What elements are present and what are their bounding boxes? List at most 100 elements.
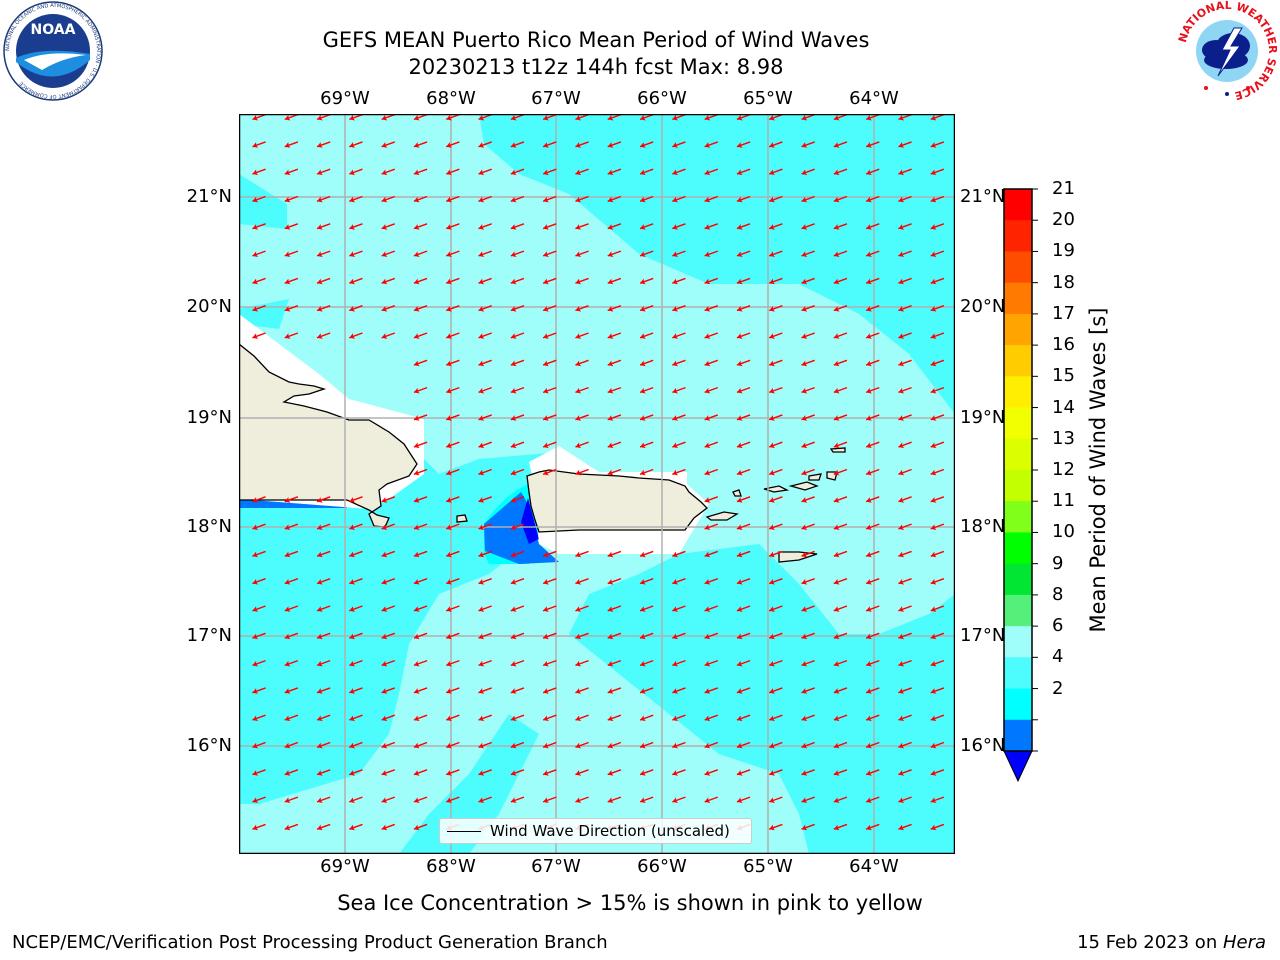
direction-arrow (510, 659, 525, 667)
direction-arrow (672, 441, 686, 449)
direction-arrow (930, 714, 945, 722)
direction-arrow (542, 769, 557, 776)
direction-arrow (736, 550, 751, 558)
direction-arrow (316, 741, 331, 749)
direction-arrow (478, 386, 492, 394)
direction-arrow (639, 114, 654, 121)
direction-arrow (639, 141, 654, 148)
direction-arrow (510, 605, 525, 612)
tick-label: 68°W (426, 856, 476, 877)
direction-arrow (898, 305, 912, 312)
direction-arrow (510, 250, 525, 258)
direction-arrow (704, 796, 719, 804)
direction-arrow (478, 195, 492, 203)
direction-arrow (801, 632, 815, 640)
direction-arrow (865, 523, 880, 531)
direction-arrow (865, 823, 880, 831)
direction-arrow (510, 114, 525, 121)
direction-arrow (736, 496, 751, 503)
direction-arrow (252, 195, 266, 203)
direction-arrow (316, 223, 331, 230)
direction-arrow (704, 332, 719, 339)
direction-arrow (607, 441, 622, 449)
direction-arrow (575, 796, 589, 804)
direction-arrow (833, 359, 848, 367)
direction-arrow (801, 168, 815, 176)
direction-arrow (801, 141, 815, 148)
direction-arrow (930, 277, 945, 285)
direction-arrow (865, 687, 880, 694)
direction-arrow (898, 796, 912, 804)
direction-arrow (704, 769, 719, 776)
direction-arrow (736, 605, 751, 612)
direction-arrow (704, 141, 719, 148)
direction-arrow (575, 578, 589, 585)
direction-arrow (413, 386, 428, 394)
direction-arrow (801, 277, 815, 285)
band-under-2s (521, 498, 539, 544)
direction-arrow (801, 523, 815, 531)
direction-arrow (349, 632, 363, 640)
direction-arrow (252, 659, 266, 667)
direction-arrow (704, 305, 719, 312)
direction-arrow (478, 441, 492, 449)
direction-arrow (542, 386, 557, 394)
direction-arrow (865, 386, 880, 394)
direction-arrow (768, 277, 783, 285)
direction-arrow (898, 687, 912, 694)
direction-arrow (252, 168, 266, 176)
direction-arrow (510, 714, 525, 722)
direction-arrow (252, 578, 266, 585)
direction-arrow (413, 523, 428, 531)
direction-arrow (607, 359, 622, 367)
direction-arrow (252, 277, 266, 285)
direction-arrow (833, 332, 848, 339)
direction-arrow (607, 223, 622, 230)
culebra (732, 489, 742, 497)
direction-arrow (768, 523, 783, 531)
direction-arrow (768, 550, 783, 558)
direction-arrow (607, 714, 622, 722)
direction-arrow (349, 578, 363, 585)
direction-arrow (575, 141, 589, 148)
direction-arrow (252, 305, 266, 312)
direction-arrow (833, 168, 848, 176)
direction-arrow (607, 769, 622, 776)
direction-arrow (930, 578, 945, 585)
direction-arrow (768, 632, 783, 640)
direction-arrow (542, 277, 557, 285)
direction-arrow (478, 414, 492, 421)
direction-arrow (478, 468, 492, 476)
direction-arrow (478, 605, 492, 612)
tick-label: 16°N (960, 735, 1006, 756)
direction-arrow (704, 277, 719, 285)
direction-arrow (833, 659, 848, 667)
direction-arrow (865, 550, 880, 558)
direction-arrow (930, 769, 945, 776)
direction-arrow (542, 250, 557, 258)
direction-arrow (575, 769, 589, 776)
direction-arrow (478, 796, 492, 804)
direction-arrow (413, 578, 428, 585)
direction-arrow (445, 441, 460, 449)
direction-arrow (478, 769, 492, 776)
direction-arrow (865, 496, 880, 503)
direction-arrow (316, 332, 331, 339)
direction-arrow (833, 769, 848, 776)
direction-arrow (381, 496, 396, 503)
direction-arrow (768, 223, 783, 230)
direction-arrow (736, 714, 751, 722)
direction-arrow (768, 441, 783, 449)
direction-arrow (607, 250, 622, 258)
direction-arrow (639, 250, 654, 258)
direction-arrow (865, 414, 880, 421)
direction-arrow (445, 277, 460, 285)
direction-arrow (284, 687, 299, 694)
direction-arrow (672, 659, 686, 667)
direction-arrow (639, 359, 654, 367)
tick-label: 67°W (531, 88, 581, 109)
direction-arrow (704, 468, 719, 476)
direction-arrow (768, 578, 783, 585)
direction-arrow (672, 687, 686, 694)
direction-arrow (801, 223, 815, 230)
